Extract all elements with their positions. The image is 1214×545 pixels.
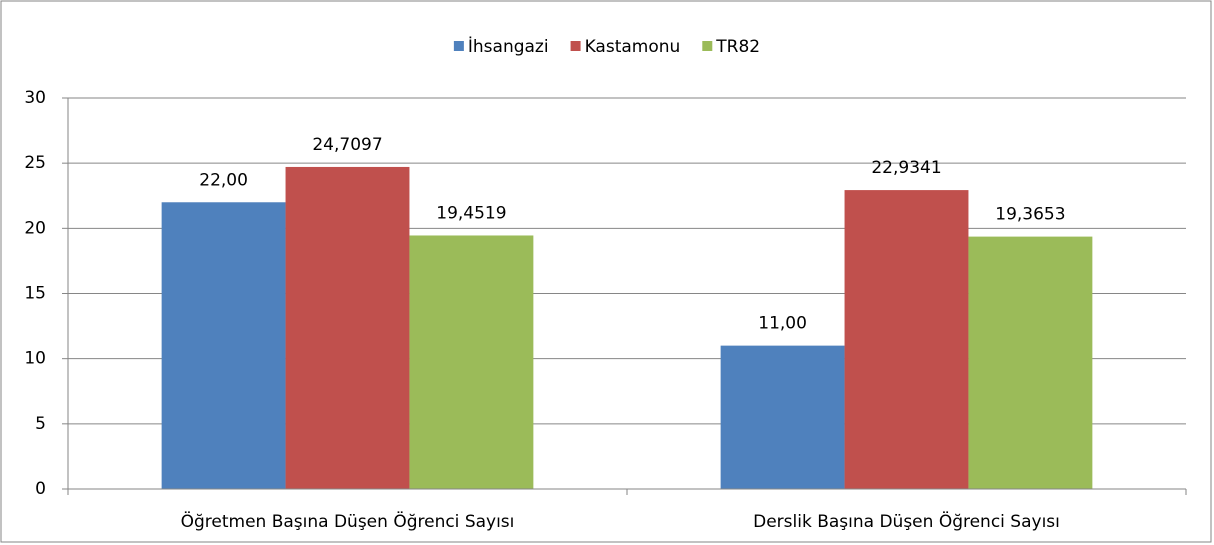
- value-label: 22,00: [199, 170, 248, 190]
- y-tick-label: 30: [24, 88, 46, 108]
- x-tick-label: Derslik Başına Düşen Öğrenci Sayısı: [753, 510, 1060, 532]
- y-tick-label: 0: [35, 479, 46, 499]
- bar: [161, 202, 286, 489]
- bar: [285, 166, 410, 489]
- legend-label: Kastamonu: [585, 37, 681, 57]
- bar: [720, 345, 845, 489]
- y-tick-label: 15: [24, 284, 46, 304]
- y-tick-label: 20: [24, 218, 46, 238]
- value-label: 22,9341: [871, 158, 941, 178]
- legend-label: İhsangazi: [468, 36, 549, 57]
- y-tick-label: 5: [35, 414, 46, 434]
- legend-label: TR82: [715, 37, 760, 57]
- legend-swatch: [570, 41, 581, 51]
- value-label: 24,7097: [312, 135, 382, 155]
- value-label: 11,00: [758, 314, 807, 334]
- bar: [844, 190, 969, 489]
- x-tick-label: Öğretmen Başına Düşen Öğrenci Sayısı: [181, 510, 515, 532]
- value-label: 19,4519: [436, 203, 506, 223]
- y-tick-label: 25: [24, 153, 46, 173]
- legend-swatch: [702, 41, 713, 51]
- bar: [968, 236, 1093, 489]
- y-tick-label: 10: [24, 349, 46, 369]
- legend-swatch: [453, 41, 464, 51]
- value-label: 19,3653: [995, 205, 1065, 225]
- bar: [409, 235, 534, 489]
